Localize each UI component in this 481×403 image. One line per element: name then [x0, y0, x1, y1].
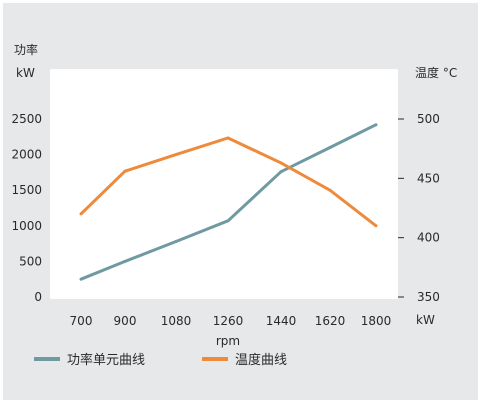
left-tick-label: 500 — [19, 254, 42, 268]
data-point — [123, 169, 127, 173]
data-point — [279, 161, 283, 165]
x-tick-label: 1800 — [361, 314, 392, 328]
x-tick-label: 1080 — [161, 314, 192, 328]
data-point — [174, 239, 178, 243]
legend-label-1: 温度曲线 — [235, 352, 287, 368]
left-tick-label: 2500 — [11, 112, 42, 126]
left-tick-label: 0 — [34, 290, 42, 304]
data-point — [79, 212, 83, 216]
data-point — [279, 170, 283, 174]
x-tick-label: 700 — [70, 314, 93, 328]
data-point — [226, 219, 230, 223]
data-point — [123, 259, 127, 263]
plot-area — [50, 69, 398, 299]
data-point — [174, 153, 178, 157]
data-point — [79, 277, 83, 281]
x-tick-label: 900 — [114, 314, 137, 328]
right-axis-title: 温度 °C — [415, 65, 457, 80]
data-point — [374, 123, 378, 127]
x-tick-label: 1440 — [266, 314, 297, 328]
chart-svg: 功率 kW 温度 °C kW 0 500 1000 1500 2000 2500 350 400 450… — [11, 42, 457, 368]
right-tick-label: 350 — [417, 290, 440, 304]
left-tick-label: 1000 — [11, 219, 42, 233]
left-axis-title: 功率 — [14, 42, 38, 57]
data-point — [328, 145, 332, 149]
data-point — [328, 188, 332, 192]
data-point — [226, 136, 230, 140]
x-tick-label: 1620 — [315, 314, 346, 328]
right-tick-label: 450 — [417, 171, 440, 185]
right-tick-label: 400 — [417, 231, 440, 245]
x-tick-label: 1260 — [213, 314, 244, 328]
left-axis-unit: kW — [16, 66, 35, 80]
data-point — [374, 224, 378, 228]
chart-card: 功率 kW 温度 °C kW 0 500 1000 1500 2000 2500 350 400 450… — [3, 3, 478, 400]
legend-label-0: 功率单元曲线 — [67, 352, 145, 368]
left-tick-label: 2000 — [11, 148, 42, 162]
x-axis-label: rpm — [216, 334, 240, 348]
right-axis-unit: kW — [416, 313, 435, 327]
right-tick-label: 500 — [417, 112, 440, 126]
left-tick-label: 1500 — [11, 183, 42, 197]
